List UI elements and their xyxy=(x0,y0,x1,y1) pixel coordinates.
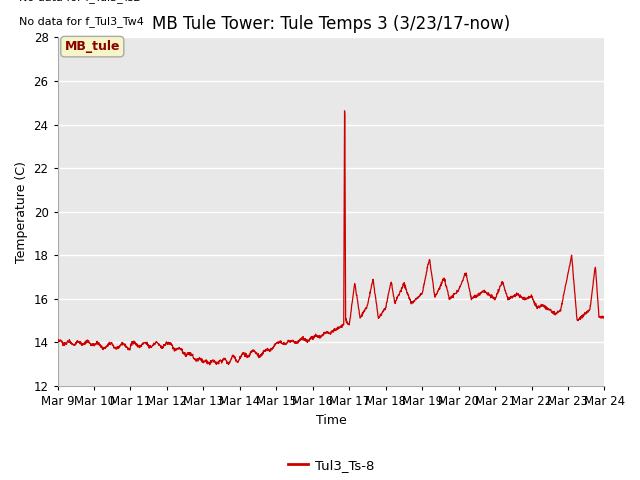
Text: MB_tule: MB_tule xyxy=(65,40,120,53)
Text: No data for f_Tul3_Ts2: No data for f_Tul3_Ts2 xyxy=(19,0,141,3)
X-axis label: Time: Time xyxy=(316,414,346,427)
Legend: Tul3_Ts-8: Tul3_Ts-8 xyxy=(283,454,379,477)
Title: MB Tule Tower: Tule Temps 3 (3/23/17-now): MB Tule Tower: Tule Temps 3 (3/23/17-now… xyxy=(152,15,510,33)
Text: No data for f_Tul3_Tw4: No data for f_Tul3_Tw4 xyxy=(19,16,144,27)
Y-axis label: Temperature (C): Temperature (C) xyxy=(15,161,28,263)
